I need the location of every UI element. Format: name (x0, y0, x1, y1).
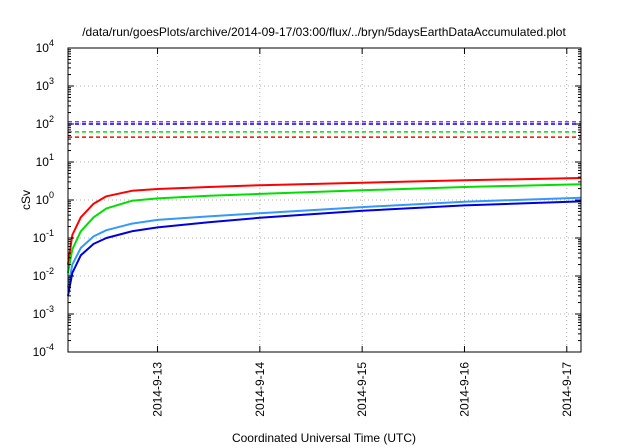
y-tick-exponent: -4 (46, 342, 54, 352)
y-tick-exponent: 4 (49, 38, 54, 48)
y-tick-base: 10 (36, 41, 50, 55)
series-line-4 (67, 200, 582, 297)
series-line-3 (67, 196, 582, 288)
y-tick-base: 10 (36, 155, 50, 169)
y-tick-label: 100 (36, 190, 54, 207)
y-tick-label: 10-4 (33, 342, 54, 359)
y-tick-label: 104 (36, 38, 54, 55)
y-tick-exponent: 0 (49, 190, 54, 200)
y-tick-exponent: 1 (49, 152, 54, 162)
y-tick-base: 10 (33, 269, 47, 283)
y-tick-exponent: -1 (46, 228, 54, 238)
x-tick-labels: 2014-9-13 2014-9-14 2014-9-15 2014-9-16 2014… (151, 362, 574, 417)
y-tick-label: 10-3 (33, 304, 54, 321)
series-line-2 (67, 183, 582, 274)
y-tick-label: 103 (36, 76, 54, 93)
y-tick-base: 10 (33, 307, 47, 321)
y-tick-label: 102 (36, 114, 54, 131)
y-tick-base: 10 (33, 231, 47, 245)
chart-title: /data/run/goesPlots/archive/2014-09-17/0… (82, 25, 566, 39)
y-tick-base: 10 (36, 79, 50, 93)
y-tick-label: 10-2 (33, 266, 54, 283)
y-tick-label: 10-1 (33, 228, 54, 245)
y-tick-exponent: -2 (46, 266, 54, 276)
x-tick-label: 2014-9-13 (151, 362, 165, 417)
x-axis-label: Coordinated Universal Time (UTC) (232, 431, 416, 445)
y-tick-base: 10 (36, 117, 50, 131)
series-lines (67, 177, 582, 297)
series-line-1 (67, 177, 582, 265)
grid (68, 48, 581, 352)
y-tick-base: 10 (36, 193, 50, 207)
x-tick-label: 2014-9-14 (253, 362, 267, 417)
y-tick-exponent: -3 (46, 304, 54, 314)
y-tick-base: 10 (33, 345, 47, 359)
x-tick-label: 2014-9-15 (355, 362, 369, 417)
plot-frame (67, 47, 582, 353)
y-axis-label: cSv (19, 190, 33, 210)
y-tick-label: 101 (36, 152, 54, 169)
x-tick-label: 2014-9-16 (457, 362, 471, 417)
y-tick-exponent: 2 (49, 114, 54, 124)
y-tick-exponent: 3 (49, 76, 54, 86)
reference-lines (68, 120, 581, 138)
x-tick-label: 2014-9-17 (560, 362, 574, 417)
